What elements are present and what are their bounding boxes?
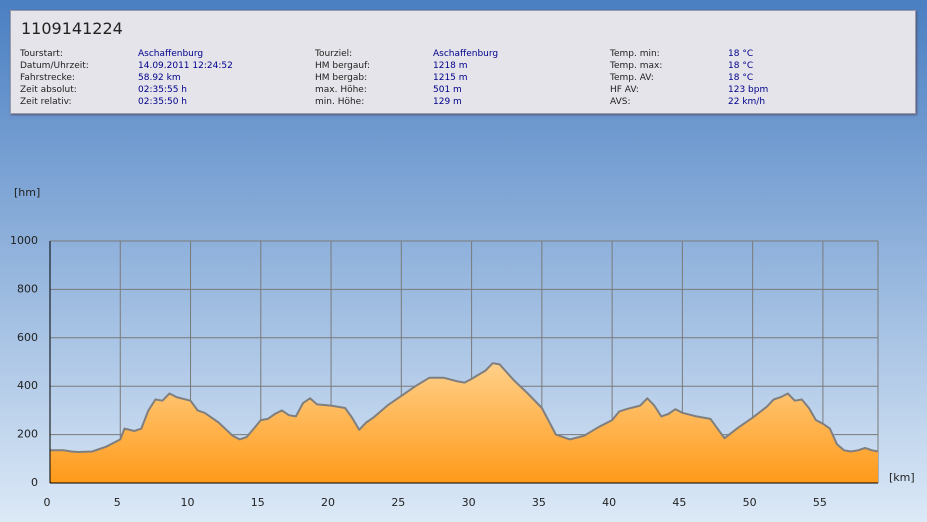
- x-tick-label: 5: [114, 496, 121, 509]
- field-value: 501 m: [433, 85, 462, 95]
- field-value: 58.92 km: [138, 73, 181, 83]
- field-value: 14.09.2011 12:24:52: [138, 61, 233, 71]
- x-tick-label: 20: [321, 496, 335, 509]
- field-value: 02:35:50 h: [138, 97, 187, 107]
- field-label: Datum/Uhrzeit:: [20, 61, 89, 71]
- field-label: Tourstart:: [20, 49, 63, 59]
- field-label: Zeit relativ:: [20, 97, 72, 107]
- field-value: Aschaffenburg: [433, 49, 499, 59]
- area: [50, 363, 878, 483]
- x-tick-label: 15: [251, 496, 265, 509]
- y-tick-label: 1000: [10, 234, 38, 247]
- y-tick-label: 800: [17, 282, 38, 295]
- field-label: Temp. min:: [610, 49, 660, 59]
- x-tick-label: 0: [44, 496, 51, 509]
- field-label: Fahrstrecke:: [20, 73, 75, 83]
- x-tick-label: 55: [813, 496, 827, 509]
- field-label: HM bergauf:: [315, 61, 370, 71]
- x-tick-label: 40: [602, 496, 616, 509]
- x-tick-label: 50: [743, 496, 757, 509]
- y-axis-label: [hm]: [14, 186, 40, 199]
- field-value: 1215 m: [433, 73, 468, 83]
- field-label: Temp. max:: [610, 61, 663, 71]
- field-value: 02:35:55 h: [138, 85, 187, 95]
- y-tick-label: 200: [17, 428, 38, 441]
- field-value: 123 bpm: [728, 85, 769, 95]
- field-label: AVS:: [610, 97, 631, 107]
- x-tick-label: 45: [672, 496, 686, 509]
- field-label: Tourziel:: [315, 49, 353, 59]
- field-value: 129 m: [433, 97, 462, 107]
- x-tick-label: 35: [532, 496, 546, 509]
- x-tick-label: 25: [391, 496, 405, 509]
- x-axis-label: [km]: [889, 471, 915, 484]
- field-value: 1218 m: [433, 61, 468, 71]
- field-label: HM bergab:: [315, 73, 368, 83]
- field-value: 18 °C: [728, 49, 754, 59]
- y-tick-label: 400: [17, 379, 38, 392]
- field-value: Aschaffenburg: [138, 49, 204, 59]
- info-panel: 1109141224 Tourstart: Aschaffenburg Datum/…: [10, 10, 916, 114]
- field-value: 18 °C: [728, 73, 754, 83]
- field-label: HF AV:: [610, 85, 639, 95]
- field-label: Zeit absolut:: [20, 85, 77, 95]
- field-value: 22 km/h: [728, 97, 766, 107]
- x-tick-label: 10: [181, 496, 195, 509]
- field-label: Temp. AV:: [610, 73, 654, 83]
- y-tick-label: 0: [31, 476, 38, 489]
- field-label: min. Höhe:: [315, 97, 365, 107]
- x-tick-label: 30: [462, 496, 476, 509]
- field-value: 18 °C: [728, 61, 754, 71]
- tour-title: 1109141224: [21, 19, 123, 38]
- line: [50, 362, 879, 453]
- field-label: max. Höhe:: [315, 85, 367, 95]
- y-tick-label: 600: [17, 331, 38, 344]
